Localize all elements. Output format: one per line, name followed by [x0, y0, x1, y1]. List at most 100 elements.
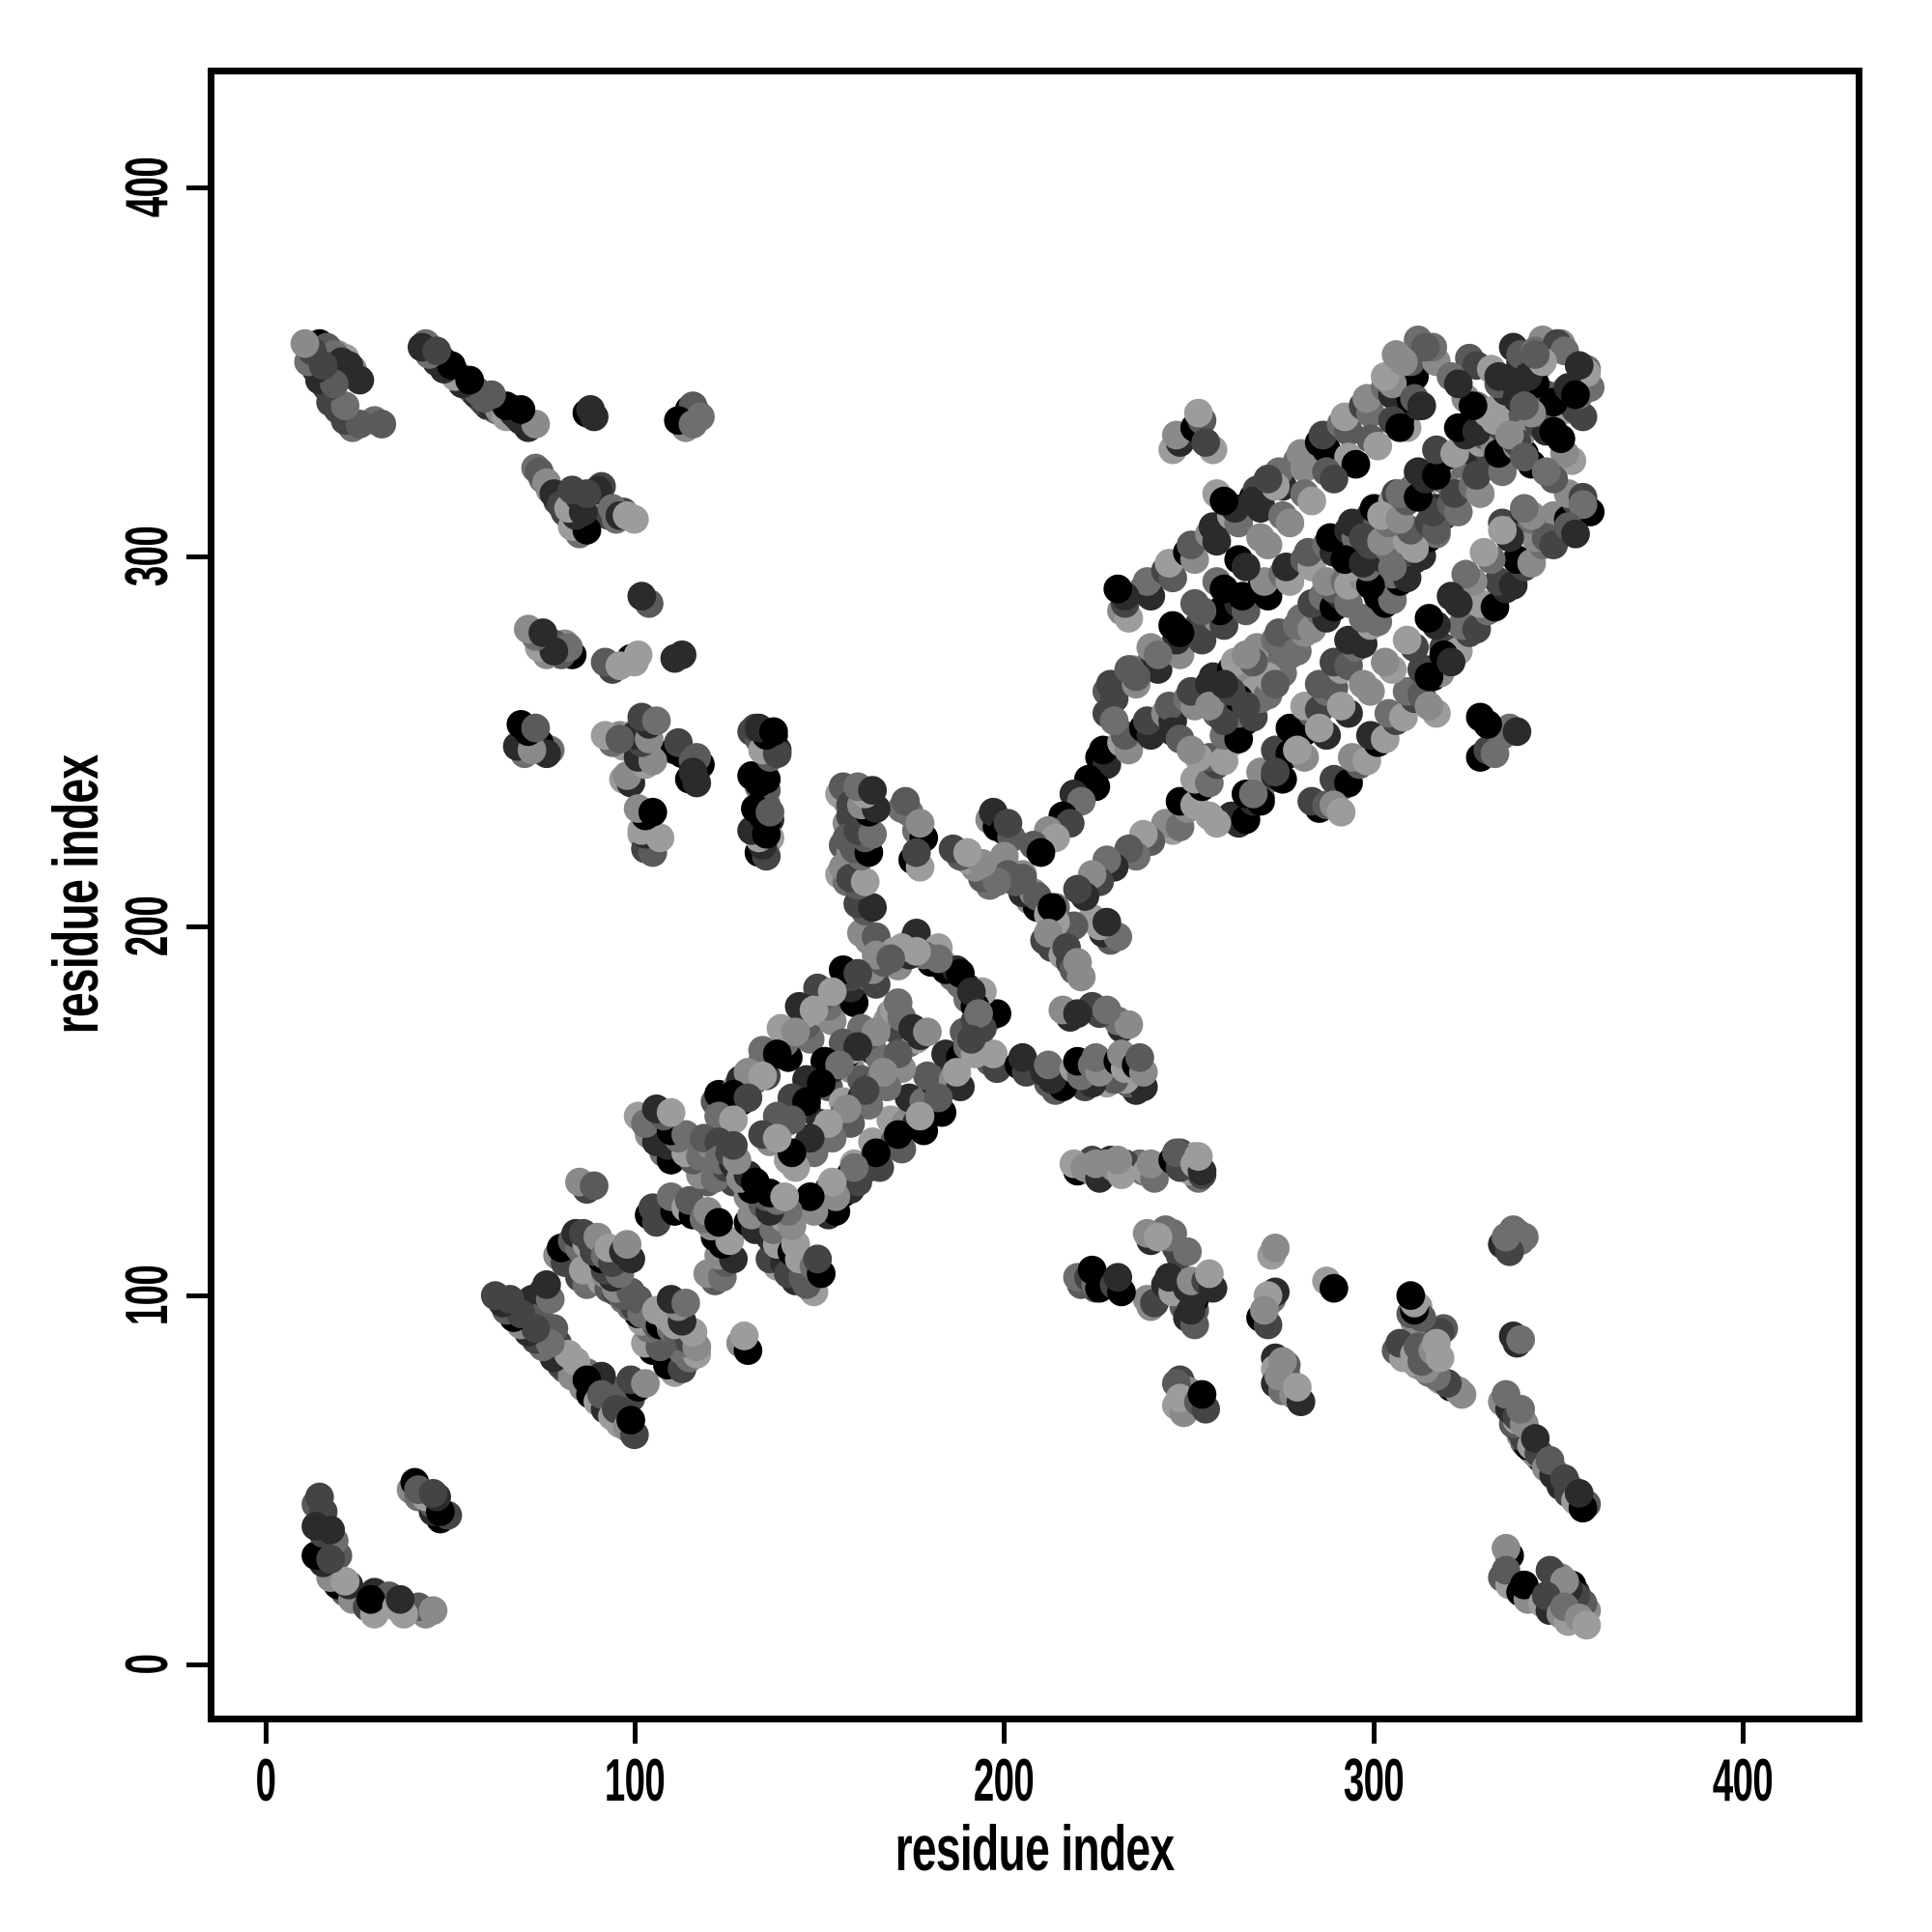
contact-point [678, 410, 708, 439]
x-tick-label: 200 [974, 1747, 1035, 1814]
contact-point [1231, 692, 1261, 721]
scatter-points-layer [290, 325, 1605, 1640]
y-tick-label: 200 [114, 895, 181, 956]
contact-point [355, 1584, 385, 1614]
contact-point [1008, 1042, 1037, 1072]
contact-point [1539, 416, 1569, 446]
contact-point [1396, 1281, 1426, 1311]
contact-point [1122, 662, 1151, 692]
x-tick-label: 0 [255, 1747, 276, 1814]
contact-point [1381, 340, 1411, 369]
contact-point [1469, 537, 1499, 567]
contact-point [729, 1321, 759, 1350]
contact-point [1261, 669, 1291, 699]
contact-point [580, 1171, 609, 1201]
y-tick-mark [186, 1293, 208, 1298]
contact-point [418, 1596, 448, 1626]
contact-point [1564, 351, 1594, 381]
contact-point [1510, 391, 1539, 420]
contact-point [1253, 530, 1283, 559]
contact-point [1406, 391, 1436, 420]
contact-point [1238, 779, 1268, 809]
contact-point [627, 582, 657, 611]
contact-point [1506, 1394, 1536, 1424]
contact-point [1422, 1328, 1451, 1358]
contact-point [817, 977, 847, 1007]
contact-point [1451, 559, 1481, 589]
contact-point [755, 797, 784, 827]
contact-point [719, 1105, 749, 1135]
contact-point [901, 838, 931, 867]
contact-point [1063, 874, 1093, 904]
contact-point [496, 1285, 525, 1314]
contact-point [668, 639, 696, 669]
contact-point [758, 717, 788, 747]
contact-point [850, 867, 880, 896]
contact-point [1177, 1295, 1206, 1325]
contact-point [330, 1566, 360, 1596]
x-tick-label: 300 [1343, 1747, 1404, 1814]
contact-point [418, 1479, 448, 1508]
contact-point [1103, 1263, 1133, 1293]
contact-point [748, 1061, 778, 1091]
contact-point [843, 958, 872, 988]
contact-point [1510, 442, 1539, 472]
contact-point [839, 1152, 869, 1182]
plot-panel [208, 68, 1862, 1722]
contact-point [993, 809, 1023, 838]
contact-point [528, 618, 557, 647]
contact-point [316, 1545, 346, 1575]
contact-point [304, 1482, 334, 1512]
contact-point [1092, 995, 1122, 1025]
contact-point [1488, 516, 1518, 545]
contact-point [1326, 797, 1356, 827]
contact-point [956, 977, 986, 1007]
contact-point [762, 1039, 792, 1068]
contact-point [1341, 449, 1371, 479]
contact-point [1125, 1042, 1154, 1072]
contact-point [862, 1138, 891, 1168]
contact-point [1319, 464, 1349, 494]
contact-point [799, 995, 829, 1025]
contact-point [1283, 1373, 1312, 1402]
contact-point [367, 410, 397, 439]
contact-point [1261, 1234, 1291, 1263]
x-tick-mark [633, 1722, 639, 1744]
contact-point [1261, 757, 1291, 787]
y-tick-label: 300 [114, 526, 181, 587]
contact-point [638, 797, 668, 827]
contact-point [521, 713, 551, 743]
contact-point [1531, 457, 1561, 487]
contact-point [1502, 717, 1532, 747]
contact-point [1191, 428, 1221, 457]
contact-point [506, 394, 536, 424]
contact-point [1253, 464, 1283, 494]
contact-point [1414, 662, 1444, 692]
contact-point [817, 1167, 847, 1197]
contact-point [905, 809, 935, 838]
contact-point [612, 1230, 642, 1259]
contact-point [631, 1369, 661, 1399]
contact-point [531, 1269, 561, 1299]
x-axis-title: residue index [895, 1812, 1175, 1884]
y-tick-label: 400 [114, 157, 181, 218]
contact-point [1034, 1050, 1064, 1080]
contact-point [770, 1181, 800, 1211]
contact-point [1564, 1479, 1594, 1508]
contact-point [1187, 596, 1217, 626]
contact-point [330, 391, 360, 420]
contact-point [605, 651, 635, 681]
contact-point [1209, 669, 1238, 699]
contact-point [1492, 1533, 1520, 1563]
contact-point [1081, 1042, 1111, 1072]
contact-point [858, 819, 888, 849]
contact-point [477, 380, 506, 410]
contact-point [704, 1208, 733, 1237]
contact-point [1326, 692, 1356, 721]
contact-point [964, 999, 993, 1029]
y-tick-mark [186, 185, 208, 191]
contact-point [733, 1083, 763, 1113]
contact-point [1275, 508, 1305, 538]
contact-point [868, 1058, 898, 1087]
